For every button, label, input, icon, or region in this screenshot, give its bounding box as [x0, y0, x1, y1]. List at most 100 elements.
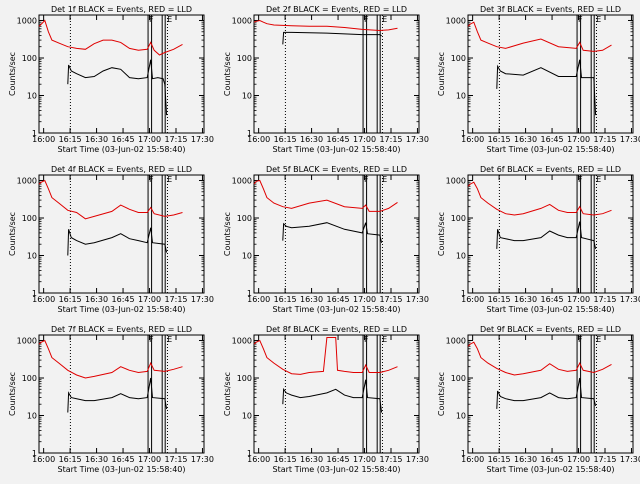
- x-tick-label: 17:15: [164, 135, 187, 144]
- y-tick-label: 1000: [232, 16, 252, 25]
- panel-8: Det 8f BLACK = Events, RED = LLD 1 10 100 10…: [223, 325, 429, 474]
- y-tick-label: 100: [451, 214, 466, 223]
- x-tick-label: 16:45: [541, 295, 564, 304]
- marker-label-f: F: [149, 335, 154, 344]
- y-tick-label: 10: [242, 411, 252, 420]
- marker-label-e: E: [382, 15, 387, 24]
- y-tick-label: 1: [461, 449, 466, 458]
- x-tick-label: 17:30: [406, 135, 429, 144]
- y-axis-label: Counts/sec: [437, 52, 446, 96]
- x-tick-label: 16:15: [274, 295, 297, 304]
- y-tick-label: 1000: [232, 176, 252, 185]
- axes-frame: [467, 174, 634, 294]
- x-tick-label: 16:00: [247, 455, 270, 464]
- y-tick-label: 1000: [17, 16, 37, 25]
- marker-label-e: E: [596, 175, 601, 184]
- marker-label-f: F: [364, 15, 369, 24]
- y-axis-label: Counts/sec: [437, 372, 446, 416]
- x-axis-label: Start Time (03-Jun-02 15:58:40): [58, 465, 186, 474]
- y-tick-label: 1: [32, 129, 37, 138]
- y-tick-label: 1: [247, 289, 252, 298]
- marker-label-f: F: [578, 335, 583, 344]
- x-tick-label: 17:00: [567, 295, 590, 304]
- panel-title: Det 6f BLACK = Events, RED = LLD: [480, 165, 621, 174]
- axes-frame: [253, 174, 420, 294]
- axes-frame: [253, 334, 420, 454]
- x-tick-label: 17:15: [379, 135, 402, 144]
- x-tick-label: 16:30: [85, 455, 108, 464]
- y-tick-label: 10: [27, 411, 37, 420]
- y-tick-label: 1000: [232, 336, 252, 345]
- y-tick-label: 1000: [446, 336, 466, 345]
- marker-label-f: F: [364, 335, 369, 344]
- x-tick-label: 17:15: [164, 455, 187, 464]
- y-axis-label: Counts/sec: [223, 52, 232, 96]
- x-tick-label: 16:30: [300, 295, 323, 304]
- x-tick-label: 16:30: [514, 455, 537, 464]
- y-axis-label: Counts/sec: [8, 212, 17, 256]
- y-tick-label: 100: [237, 374, 252, 383]
- series-line-lld: [253, 179, 398, 212]
- x-tick-label: 17:00: [138, 135, 161, 144]
- axes-frame: [467, 334, 634, 454]
- x-tick-label: 17:00: [353, 295, 376, 304]
- marker-label-e: E: [167, 15, 172, 24]
- y-tick-label: 10: [456, 251, 466, 260]
- x-axis-label: Start Time (03-Jun-02 15:58:40): [273, 465, 401, 474]
- marker-label-e: E: [596, 335, 601, 344]
- x-tick-label: 17:15: [593, 135, 616, 144]
- marker-label-f: F: [149, 175, 154, 184]
- series-line-lld: [38, 19, 183, 56]
- x-tick-label: 16:30: [300, 135, 323, 144]
- panel-2: Det 2f BLACK = Events, RED = LLD 1 10 100 10…: [223, 5, 429, 154]
- y-axis-label: Counts/sec: [223, 212, 232, 256]
- x-tick-label: 17:30: [620, 295, 640, 304]
- series-line-events: [282, 379, 383, 413]
- y-tick-label: 10: [27, 91, 37, 100]
- x-tick-label: 16:15: [274, 455, 297, 464]
- x-tick-label: 17:15: [379, 295, 402, 304]
- x-tick-label: 16:00: [247, 295, 270, 304]
- x-tick-label: 16:45: [541, 455, 564, 464]
- y-tick-label: 100: [451, 54, 466, 63]
- series-line-events: [496, 377, 597, 409]
- marker-label-f: F: [149, 15, 154, 24]
- x-tick-label: 16:15: [59, 455, 82, 464]
- x-tick-label: 16:30: [300, 455, 323, 464]
- x-tick-label: 17:00: [138, 455, 161, 464]
- x-tick-label: 17:00: [353, 135, 376, 144]
- y-tick-label: 1: [461, 129, 466, 138]
- y-tick-label: 100: [22, 214, 37, 223]
- y-axis-label: Counts/sec: [8, 372, 17, 416]
- panel-title: Det 7f BLACK = Events, RED = LLD: [51, 325, 192, 334]
- y-tick-label: 10: [456, 91, 466, 100]
- panel-5: Det 5f BLACK = Events, RED = LLD 1 10 100 10…: [223, 165, 429, 314]
- x-tick-label: 16:00: [32, 135, 55, 144]
- y-axis-label: Counts/sec: [437, 212, 446, 256]
- x-axis-label: Start Time (03-Jun-02 15:58:40): [487, 465, 615, 474]
- y-axis-label: Counts/sec: [223, 372, 232, 416]
- x-tick-label: 17:30: [406, 295, 429, 304]
- marker-label-f: F: [578, 15, 583, 24]
- x-tick-label: 17:15: [593, 455, 616, 464]
- x-tick-label: 16:45: [112, 295, 135, 304]
- x-tick-label: 16:15: [488, 295, 511, 304]
- series-line-events: [496, 59, 597, 116]
- x-tick-label: 16:00: [32, 295, 55, 304]
- x-tick-label: 16:00: [461, 295, 484, 304]
- x-tick-label: 17:00: [567, 455, 590, 464]
- series-line-lld: [38, 339, 183, 379]
- series-line-events: [282, 222, 383, 243]
- series-line-lld: [253, 337, 398, 375]
- panel-title: Det 3f BLACK = Events, RED = LLD: [480, 5, 621, 14]
- x-tick-label: 17:15: [379, 455, 402, 464]
- x-tick-label: 16:00: [461, 455, 484, 464]
- y-tick-label: 100: [451, 374, 466, 383]
- x-tick-label: 17:00: [353, 455, 376, 464]
- x-axis-label: Start Time (03-Jun-02 15:58:40): [273, 305, 401, 314]
- x-tick-label: 17:15: [593, 295, 616, 304]
- series-line-lld: [467, 21, 612, 52]
- marker-label-f: F: [364, 175, 369, 184]
- series-line-events: [282, 31, 382, 45]
